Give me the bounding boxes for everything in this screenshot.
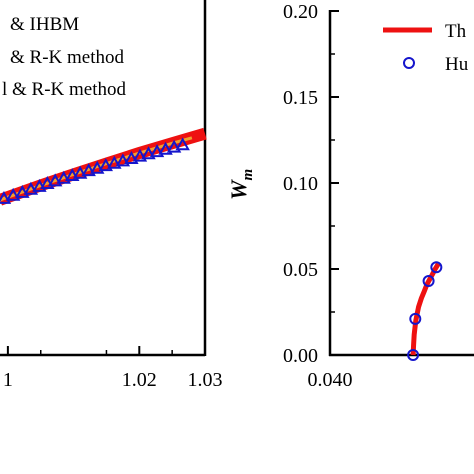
left-legend-label-2: & R-K method xyxy=(10,47,124,68)
left-triangle-marker xyxy=(23,181,39,195)
left-series-line-1 xyxy=(0,136,193,202)
left-triangle-marker xyxy=(72,165,88,179)
right-circle-marker xyxy=(407,349,420,361)
y-label-main: W xyxy=(226,179,251,200)
left-triangle-marker xyxy=(81,163,96,177)
left-triangle-marker xyxy=(149,144,165,158)
left-triangle-marker xyxy=(175,137,190,151)
left-x-tick-label: 1.02 xyxy=(122,369,157,391)
left-triangle-marker xyxy=(107,155,122,169)
left-x-tick-label: 1.03 xyxy=(188,369,223,391)
left-triangle-marker xyxy=(124,151,139,164)
right-y-tick-label: 0.15 xyxy=(283,87,318,109)
right-x-tick-label: 0.040 xyxy=(308,369,353,391)
left-triangle-marker xyxy=(115,153,131,167)
left-triangle-marker xyxy=(141,146,156,160)
left-panel: 1 1.02 1.03 & IHBM & R-K method l & R-K me… xyxy=(0,0,223,391)
left-triangle-marker xyxy=(98,158,113,172)
right-y-tick-label: 0.10 xyxy=(283,173,318,195)
right-legend-label-2: Hu xyxy=(445,54,469,75)
right-legend: Th Hu xyxy=(383,21,469,75)
left-triangle-marker xyxy=(47,173,63,187)
left-triangle-marker xyxy=(5,187,21,201)
left-legend-label-1: & IHBM xyxy=(10,14,79,35)
right-y-axis-label: Wm xyxy=(226,169,256,200)
left-legend: & IHBM & R-K method l & R-K method xyxy=(2,14,127,100)
left-triangle-marker xyxy=(15,184,30,198)
right-legend-label-1: Th xyxy=(445,21,467,42)
left-triangle-marker xyxy=(166,139,182,153)
right-x-ticks: 0.040 xyxy=(308,369,353,391)
left-triangle-marker xyxy=(0,190,12,204)
right-circle-marker xyxy=(430,261,443,274)
right-y-tick-label: 0.20 xyxy=(283,1,318,23)
left-x-ticks: 1 1.02 1.03 xyxy=(3,346,223,391)
left-legend-label-3: l & R-K method xyxy=(2,79,127,100)
right-panel: 0.00 0.05 0.10 0.15 0.20 0.040 Wm Th Hu xyxy=(226,1,474,391)
right-y-ticks: 0.00 0.05 0.10 0.15 0.20 xyxy=(283,1,339,367)
right-series-line-0 xyxy=(410,262,441,356)
left-triangle-marker xyxy=(56,170,71,184)
right-y-tick-label: 0.00 xyxy=(283,345,318,367)
right-legend-circle-swatch xyxy=(403,57,415,69)
left-triangle-marker xyxy=(158,141,173,155)
y-label-sub: m xyxy=(240,169,256,181)
left-triangle-marker xyxy=(132,148,148,162)
right-circle-marker xyxy=(422,275,435,288)
right-circle-marker xyxy=(409,312,422,325)
right-y-tick-label: 0.05 xyxy=(283,259,318,281)
left-x-tick-label: 1 xyxy=(3,369,13,391)
left-triangle-marker xyxy=(90,160,105,174)
